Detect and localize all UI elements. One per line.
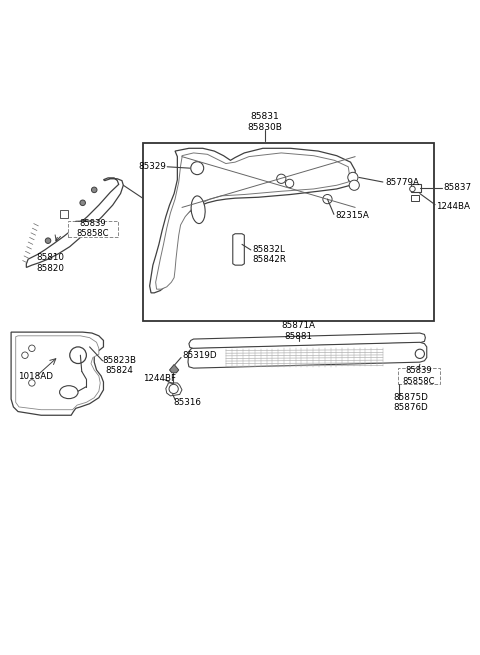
Text: 82315A: 82315A bbox=[336, 211, 370, 220]
Circle shape bbox=[70, 347, 86, 364]
Bar bbox=[410, 195, 419, 202]
Bar bbox=[68, 221, 118, 238]
Polygon shape bbox=[166, 383, 182, 396]
Circle shape bbox=[349, 180, 360, 191]
Circle shape bbox=[29, 345, 35, 352]
Polygon shape bbox=[233, 234, 244, 265]
Circle shape bbox=[276, 174, 286, 183]
Text: 85810
85820: 85810 85820 bbox=[36, 253, 64, 272]
Circle shape bbox=[45, 238, 51, 244]
Text: 85319D: 85319D bbox=[182, 350, 216, 360]
Circle shape bbox=[286, 179, 294, 187]
Text: 85779A: 85779A bbox=[385, 178, 419, 187]
Ellipse shape bbox=[191, 196, 205, 223]
Text: 85839
85858C: 85839 85858C bbox=[77, 219, 109, 238]
Text: 85832L
85842R: 85832L 85842R bbox=[252, 245, 286, 264]
Polygon shape bbox=[11, 332, 104, 415]
Circle shape bbox=[191, 162, 204, 175]
Polygon shape bbox=[189, 333, 425, 348]
Circle shape bbox=[323, 195, 332, 204]
Polygon shape bbox=[188, 343, 427, 368]
Text: 85871A
85881: 85871A 85881 bbox=[282, 322, 316, 341]
Bar bbox=[60, 210, 68, 217]
Text: 85329: 85329 bbox=[139, 162, 167, 171]
Circle shape bbox=[29, 380, 35, 386]
Text: 85837: 85837 bbox=[443, 183, 471, 192]
Text: 85839
85858C: 85839 85858C bbox=[403, 366, 435, 386]
Polygon shape bbox=[16, 336, 100, 410]
Bar bbox=[398, 367, 440, 384]
Circle shape bbox=[80, 200, 85, 206]
Circle shape bbox=[415, 349, 424, 358]
Polygon shape bbox=[150, 148, 355, 293]
Circle shape bbox=[348, 172, 358, 183]
Text: 85831
85830B: 85831 85830B bbox=[248, 112, 283, 132]
Circle shape bbox=[22, 352, 28, 358]
Text: 85823B
85824: 85823B 85824 bbox=[103, 356, 136, 375]
Circle shape bbox=[409, 186, 415, 192]
Text: 1018AD: 1018AD bbox=[18, 373, 53, 381]
Bar bbox=[410, 184, 421, 192]
Text: 1244BA: 1244BA bbox=[436, 202, 470, 211]
Polygon shape bbox=[169, 364, 179, 373]
Bar bbox=[143, 143, 434, 320]
Circle shape bbox=[169, 384, 178, 394]
Polygon shape bbox=[156, 153, 349, 289]
Ellipse shape bbox=[60, 386, 78, 399]
Text: 85316: 85316 bbox=[174, 398, 202, 407]
Text: 1244BF: 1244BF bbox=[143, 374, 176, 383]
Text: 85875D
85876D: 85875D 85876D bbox=[394, 392, 428, 412]
Circle shape bbox=[92, 187, 97, 193]
Polygon shape bbox=[26, 178, 123, 267]
